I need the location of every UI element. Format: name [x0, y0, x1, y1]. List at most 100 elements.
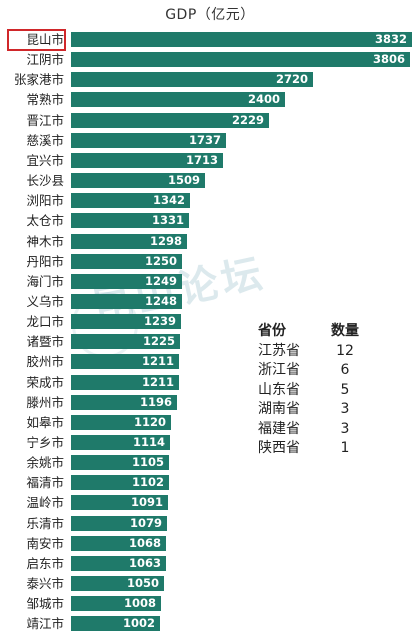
category-label: 荣成市 — [26, 374, 64, 390]
bar-row: 乐清市 1079 — [0, 514, 420, 534]
bar-value-label: 2400 — [247, 92, 280, 107]
bar-value-label: 1114 — [132, 435, 165, 449]
bar-value-label: 1079 — [129, 515, 162, 530]
summary-row: 湖南省 3 — [258, 400, 368, 420]
summary-count: 12 — [336, 342, 354, 359]
category-label: 丹阳市 — [26, 253, 64, 269]
category-label: 诸暨市 — [26, 334, 64, 350]
bar-row: 江阴市 3806 — [0, 50, 420, 70]
bar-row: 诸暨市 1225 — [0, 332, 420, 352]
category-label: 靖江市 — [26, 616, 64, 632]
bar: 1211 — [71, 354, 179, 370]
category-label: 常熟市 — [26, 92, 64, 108]
summary-row: 陕西省 1 — [258, 439, 368, 459]
summary-count: 3 — [340, 420, 350, 437]
category-label: 义乌市 — [26, 293, 64, 309]
category-label: 张家港市 — [13, 72, 64, 88]
bar-row: 启东市 1063 — [0, 554, 420, 574]
summary-row: 山东省 5 — [258, 381, 368, 401]
bar-value-label: 1120 — [133, 414, 166, 429]
category-label: 胶州市 — [26, 354, 64, 370]
category-label: 邹城市 — [26, 596, 64, 612]
bar-value-label: 1331 — [151, 213, 184, 228]
bar-value-label: 2720 — [275, 72, 308, 87]
bar-value-label: 1063 — [128, 555, 161, 570]
bar: 2229 — [71, 112, 269, 128]
bar-value-label: 1737 — [188, 132, 221, 147]
bar: 1737 — [71, 132, 226, 148]
bar-row: 温岭市 1091 — [0, 493, 420, 513]
bar: 2720 — [71, 72, 313, 88]
bar: 1331 — [71, 213, 189, 229]
bar-row: 义乌市 1248 — [0, 292, 420, 312]
bar-row: 南安市 1068 — [0, 534, 420, 554]
category-label: 宜兴市 — [26, 152, 64, 168]
bar-row: 长沙县 1509 — [0, 171, 420, 191]
bar-row: 张家港市 2720 — [0, 70, 420, 90]
bar-row: 昆山市 3832 — [0, 30, 420, 50]
bar: 1211 — [71, 374, 179, 390]
bar: 1120 — [71, 414, 171, 430]
bar-row: 浏阳市 1342 — [0, 191, 420, 211]
bar-value-label: 1248 — [144, 293, 177, 308]
bar-row: 荣成市 1211 — [0, 373, 420, 393]
bar: 1250 — [71, 253, 182, 269]
bar-value-label: 1249 — [144, 273, 177, 288]
bar-row: 慈溪市 1737 — [0, 131, 420, 151]
summary-province: 浙江省 — [258, 362, 300, 378]
category-label: 龙口市 — [26, 314, 64, 330]
bar: 1002 — [71, 616, 160, 632]
category-label: 余姚市 — [26, 455, 64, 471]
bar-row: 胶州市 1211 — [0, 352, 420, 372]
bar: 1248 — [71, 293, 182, 309]
category-label: 昆山市 — [26, 32, 64, 47]
bar-value-label: 3832 — [374, 32, 407, 46]
summary-count: 1 — [340, 440, 350, 456]
bar: 3806 — [71, 52, 410, 68]
bar-value-label: 1102 — [131, 475, 164, 490]
bar-value-label: 1091 — [130, 495, 163, 510]
category-label: 滕州市 — [26, 394, 64, 410]
bar: 1713 — [71, 152, 223, 168]
bar-row: 福清市 1102 — [0, 473, 420, 493]
bar-value-label: 1105 — [131, 455, 164, 470]
summary-province: 湖南省 — [258, 401, 300, 417]
bar-value-label: 1002 — [122, 616, 155, 631]
summary-province: 福建省 — [258, 420, 300, 437]
bar-value-label: 1342 — [152, 193, 185, 208]
bar: 1063 — [71, 555, 166, 571]
bar: 1079 — [71, 515, 167, 531]
category-label: 如皋市 — [26, 414, 64, 430]
summary-count: 3 — [340, 401, 350, 417]
bar-value-label: 1008 — [123, 596, 156, 611]
bar-value-label: 1250 — [144, 253, 177, 268]
category-label: 南安市 — [26, 535, 64, 551]
chart-title: GDP（亿元） — [165, 7, 255, 23]
bar: 1114 — [71, 435, 170, 450]
bar-value-label: 1196 — [139, 394, 172, 409]
category-label: 江阴市 — [26, 52, 64, 68]
bar: 2400 — [71, 92, 285, 108]
bar-value-label: 1298 — [149, 233, 182, 248]
summary-province: 山东省 — [258, 381, 300, 398]
category-label: 启东市 — [26, 555, 64, 571]
bar-row: 泰兴市 1050 — [0, 574, 420, 594]
summary-row: 江苏省 12 — [258, 342, 368, 362]
bar-row: 邹城市 1008 — [0, 594, 420, 614]
category-label: 福清市 — [26, 475, 64, 491]
category-label: 温岭市 — [26, 495, 64, 511]
province-summary-table: 省份 数量 江苏省 12 浙江省 6 山东省 5 湖南省 3 福建省 3 陕西省… — [258, 322, 368, 459]
bar: 1091 — [71, 495, 168, 511]
category-label: 海门市 — [26, 273, 64, 289]
bar-row: 常熟市 2400 — [0, 90, 420, 110]
bar-row: 神木市 1298 — [0, 232, 420, 252]
bar-row: 靖江市 1002 — [0, 614, 420, 634]
bar-value-label: 1239 — [143, 314, 176, 329]
bar: 1196 — [71, 394, 177, 410]
summary-row: 福建省 3 — [258, 420, 368, 440]
bar-row: 宜兴市 1713 — [0, 151, 420, 171]
bar-value-label: 1713 — [185, 152, 218, 167]
bar: 1102 — [71, 475, 169, 491]
bar-row: 如皋市 1120 — [0, 413, 420, 433]
bar-value-label: 1509 — [167, 173, 200, 188]
